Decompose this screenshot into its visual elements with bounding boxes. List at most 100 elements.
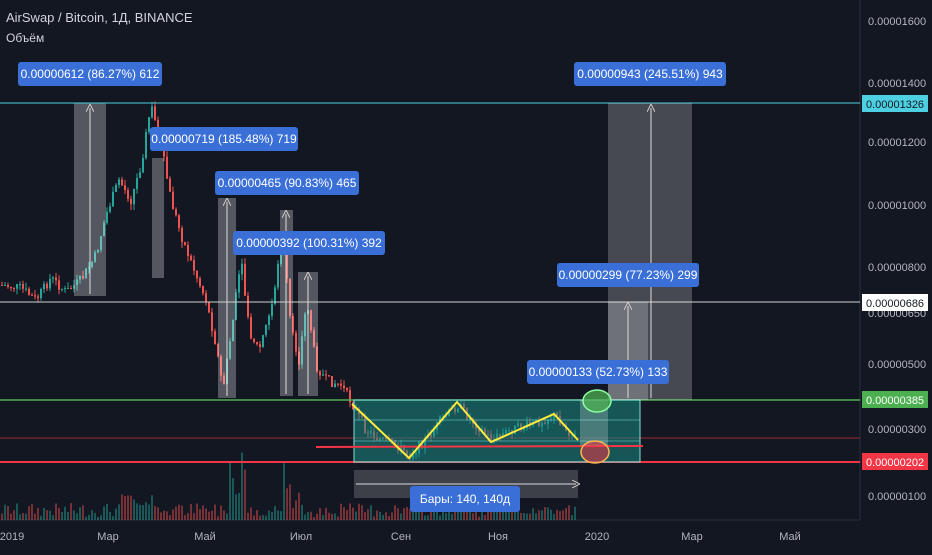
candle-body: [7, 285, 9, 287]
time-tick: Май: [779, 531, 801, 543]
volume-bar: [535, 513, 537, 520]
volume-bar: [361, 505, 363, 520]
volume-bar: [184, 515, 186, 520]
candle-body: [169, 178, 171, 192]
measure-labels: 0.00000612 (86.27%) 612 0.00000719 (185.…: [18, 62, 726, 512]
volume-bar: [205, 508, 207, 520]
volume-bar: [133, 499, 135, 520]
volume-bar: [88, 514, 90, 520]
candle-body: [349, 390, 351, 403]
candle-body: [322, 374, 324, 376]
volume-bar: [385, 512, 387, 520]
price-badge-cyan-box: [862, 95, 928, 112]
volume-bar: [97, 516, 99, 520]
volume-bar: [46, 510, 48, 520]
volume-bar: [313, 516, 315, 520]
volume-bar: [196, 503, 198, 520]
volume-bar: [307, 512, 309, 520]
volume-bar: [175, 506, 177, 520]
volume-bar: [70, 503, 72, 520]
move-rect-2: [152, 158, 164, 278]
candle-body: [274, 287, 276, 304]
volume-bar: [502, 508, 504, 520]
volume-bar: [187, 513, 189, 520]
volume-bar: [190, 504, 192, 520]
candle-body: [340, 383, 342, 386]
candle-body: [79, 276, 81, 280]
time-tick: Мар: [97, 531, 119, 543]
volume-bar: [295, 500, 297, 520]
volume-bar: [304, 514, 306, 520]
candle-body: [19, 284, 21, 286]
volume-bar: [283, 463, 285, 520]
candle-body: [175, 209, 177, 216]
candle-body: [37, 296, 39, 299]
measure-label-5: 0.00000943 (245.51%) 943: [577, 67, 723, 81]
volume-bar: [571, 515, 573, 520]
candle-body: [166, 156, 168, 179]
volume-bar: [541, 510, 543, 520]
volume-bar: [325, 507, 327, 520]
volume-bar: [235, 494, 237, 520]
candle-body: [244, 263, 246, 296]
candle-body: [343, 385, 345, 389]
price-tick: 0.00000100: [868, 491, 926, 503]
volume-bar: [490, 505, 492, 520]
price-badge-white: 0.00000686: [866, 298, 924, 310]
breakout-marker: [582, 389, 612, 413]
price-tick: 0.00000300: [868, 424, 926, 436]
volume-bar: [337, 516, 339, 520]
candle-body: [286, 244, 288, 279]
measure-label-3-box: [215, 171, 359, 195]
volume-bar: [556, 509, 558, 520]
candle-body: [199, 278, 201, 287]
candle-body: [22, 284, 24, 289]
candle-body: [145, 132, 147, 158]
volume-bar: [109, 511, 111, 520]
candle-body: [88, 267, 90, 269]
measure-label-1-box: [18, 62, 162, 86]
volume-bar: [118, 504, 120, 520]
volume-bar: [280, 511, 282, 520]
volume-bar: [367, 509, 369, 520]
volume-bar: [493, 509, 495, 520]
volume-bar: [58, 508, 60, 520]
price-tick: 0.00001600: [868, 16, 926, 28]
volume-bar: [232, 478, 234, 520]
candle-body: [148, 117, 150, 133]
volume-bar: [121, 494, 123, 520]
volume-bar: [253, 515, 255, 520]
price-axis[interactable]: 0.00001600 0.00001400 0.00001200 0.00001…: [868, 16, 926, 503]
candle-body: [64, 288, 66, 290]
volume-bar: [265, 515, 267, 520]
candle-body: [259, 344, 261, 347]
volume-bar: [520, 512, 522, 520]
volume-bar: [316, 513, 318, 520]
time-tick: Мар: [681, 531, 703, 543]
price-badge-red-box: [862, 453, 928, 470]
candle-body: [241, 263, 243, 275]
volume-bar: [463, 510, 465, 520]
volume-bar: [229, 462, 231, 520]
candle-body: [271, 303, 273, 316]
time-axis[interactable]: 2019 Мар Май Июл Сен Ноя 2020 Мар Май: [0, 531, 801, 543]
volume-bar: [292, 508, 294, 520]
measure-label-1: 0.00000612 (86.27%) 612: [21, 67, 160, 81]
candle-body: [1, 285, 3, 286]
volume-bar: [160, 512, 162, 520]
volume-bar: [532, 508, 534, 520]
volume-bar: [136, 503, 138, 520]
time-tick: Ноя: [488, 531, 508, 543]
volume-bar: [430, 510, 432, 520]
candle-body: [31, 294, 33, 296]
volume-bar: [73, 510, 75, 520]
candle-body: [28, 288, 30, 295]
chart-title: AirSwap / Bitcoin, 1Д, BINANCE: [6, 10, 193, 25]
candle-body: [220, 356, 222, 376]
volume-bar: [52, 515, 54, 520]
candle-body: [115, 184, 117, 192]
price-tick: 0.00000800: [868, 262, 926, 274]
time-tick: Сен: [391, 531, 411, 543]
